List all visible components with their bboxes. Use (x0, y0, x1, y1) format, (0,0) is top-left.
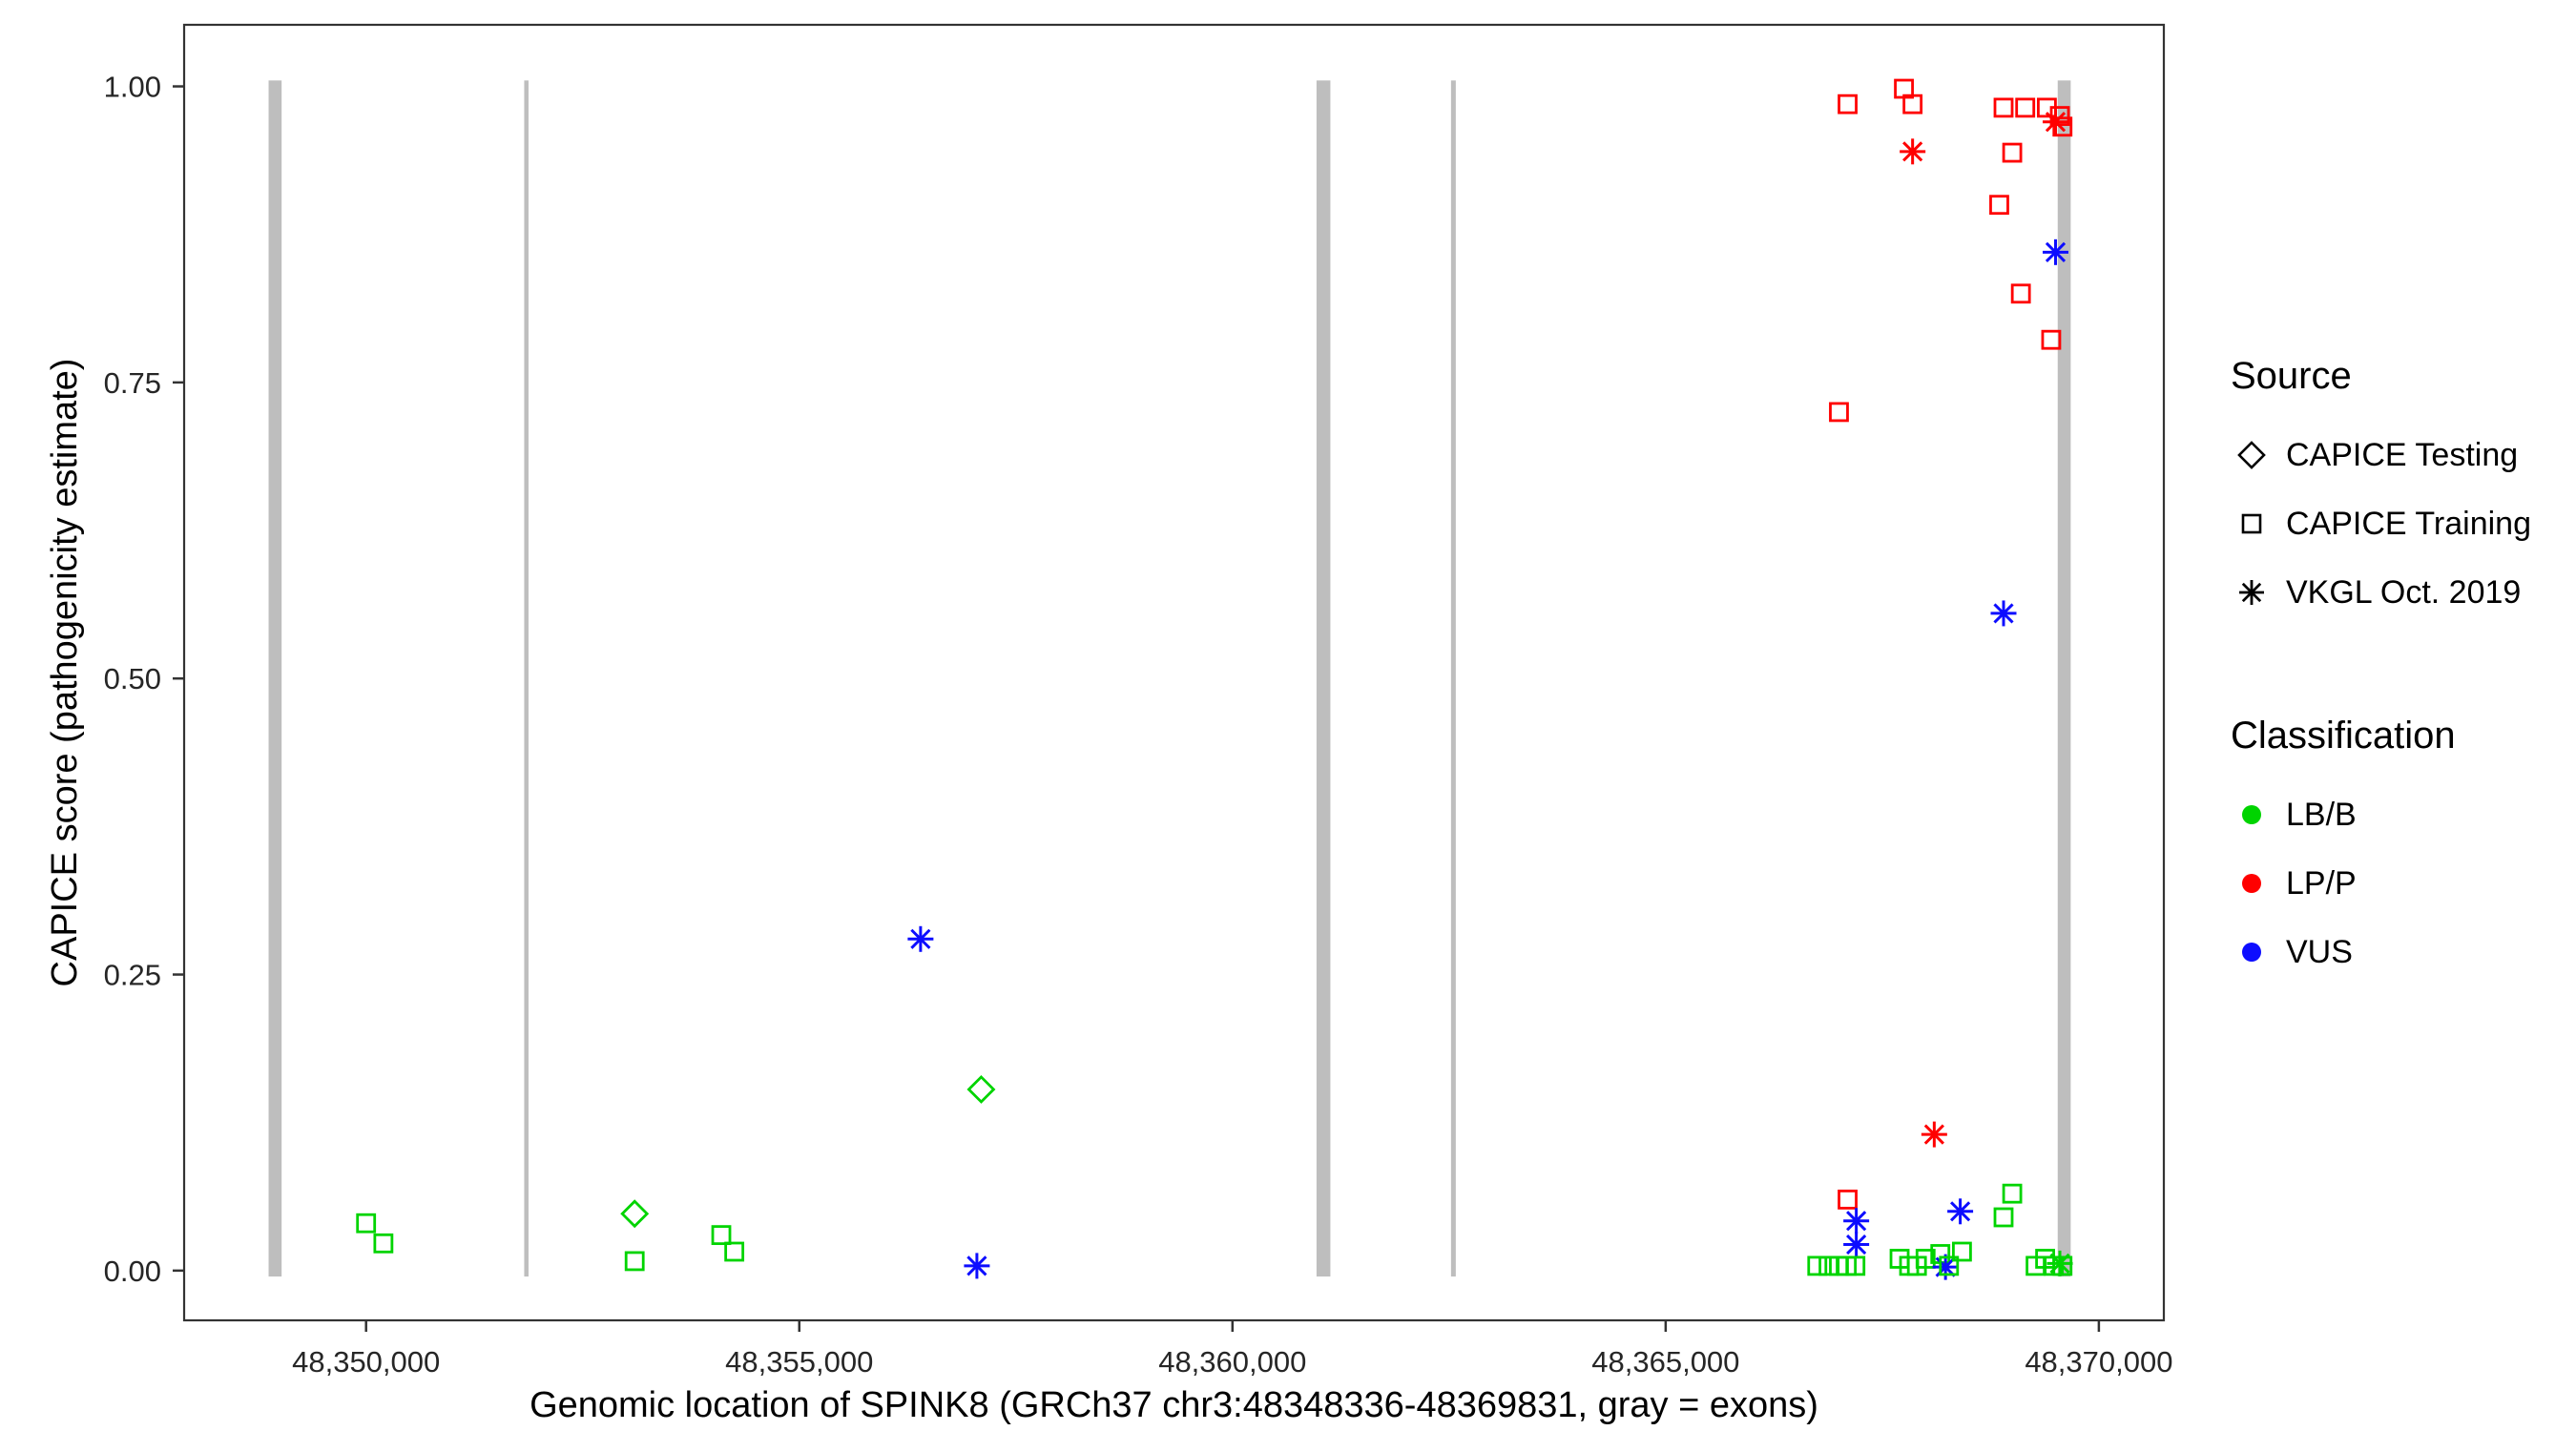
legend-item-label: VKGL Oct. 2019 (2286, 573, 2522, 611)
legend-source-title: Source (2231, 355, 2352, 397)
legend-classification-title: Classification (2231, 715, 2456, 757)
svg-text:48,365,000: 48,365,000 (1591, 1345, 1739, 1379)
svg-text:0.00: 0.00 (104, 1255, 161, 1288)
x-axis-title: Genomic location of SPINK8 (GRCh37 chr3:… (530, 1385, 1818, 1425)
svg-text:48,360,000: 48,360,000 (1158, 1345, 1306, 1379)
svg-text:48,355,000: 48,355,000 (725, 1345, 873, 1379)
legend-item-label: LP/P (2286, 864, 2357, 902)
legend-item-label: CAPICE Training (2286, 505, 2531, 542)
circle-icon (2231, 794, 2273, 836)
legend-group-source: Source CAPICE Testing CAPICE Training VKGL… (2231, 355, 2574, 627)
svg-text:0.75: 0.75 (104, 366, 161, 400)
svg-text:0.50: 0.50 (104, 662, 161, 695)
legend-item-source-1: CAPICE Training (2231, 489, 2574, 558)
legend-classification-items: LB/B LP/P VUS (2231, 780, 2574, 986)
legend-item-source-2: VKGL Oct. 2019 (2231, 558, 2574, 627)
axis-ticks: 48,350,000 48,355,000 48,360,000 48,365,000… (104, 71, 2173, 1379)
legend-item-classification-2: VUS (2231, 918, 2574, 986)
legend-item-label: LB/B (2286, 796, 2357, 833)
legend-item-source-0: CAPICE Testing (2231, 421, 2574, 489)
panel-border (182, 23, 2166, 1322)
legend-item-classification-1: LP/P (2231, 849, 2574, 918)
exon-bars (268, 80, 2071, 1277)
asterisk-icon (2231, 571, 2273, 613)
legend-item-label: CAPICE Testing (2286, 436, 2519, 473)
diamond-icon (2231, 434, 2273, 476)
legend-group-classification: Classification LB/B LP/P VUS (2231, 715, 2574, 986)
svg-text:0.25: 0.25 (104, 959, 161, 992)
svg-text:48,370,000: 48,370,000 (2025, 1345, 2172, 1379)
legend-item-label: VUS (2286, 933, 2353, 970)
svg-text:1.00: 1.00 (104, 71, 161, 104)
circle-icon (2231, 931, 2273, 973)
legend-item-classification-0: LB/B (2231, 780, 2574, 849)
svg-text:48,350,000: 48,350,000 (292, 1345, 440, 1379)
y-axis-title: CAPICE score (pathogenicity estimate) (45, 358, 85, 987)
legend-source-items: CAPICE Testing CAPICE Training VKGL Oct. 2… (2231, 421, 2574, 627)
circle-icon (2231, 862, 2273, 904)
square-icon (2231, 503, 2273, 545)
data-points (356, 78, 2073, 1280)
legend: Source CAPICE Testing CAPICE Training VKGL… (2231, 355, 2574, 986)
